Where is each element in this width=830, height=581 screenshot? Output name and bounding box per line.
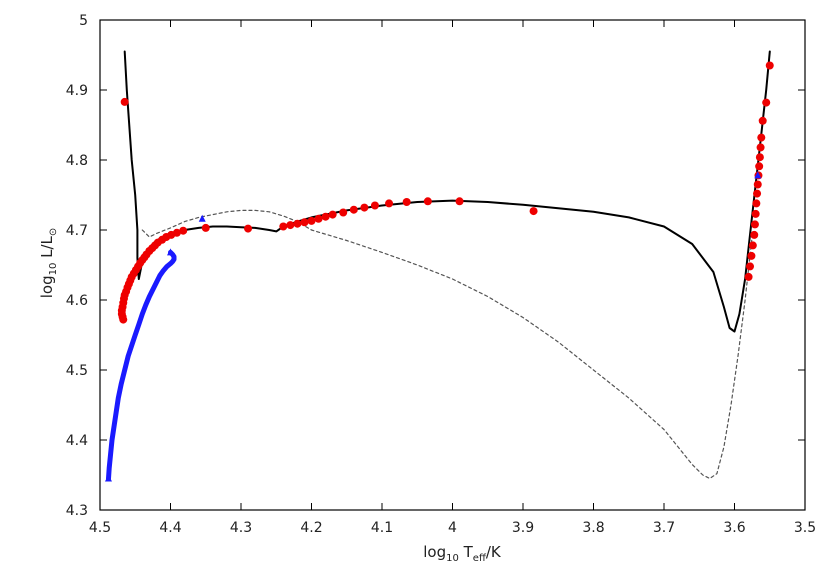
red-point <box>750 230 759 239</box>
series-group <box>106 50 771 481</box>
red-point <box>300 218 309 227</box>
red-point <box>286 221 295 230</box>
plot-frame <box>99 19 806 511</box>
red-point <box>753 180 762 189</box>
red-point <box>744 272 753 281</box>
red-point <box>750 220 759 229</box>
red-point <box>756 143 765 152</box>
blue-track-line <box>106 249 177 481</box>
blue-triangle-marker <box>754 171 762 179</box>
markers-group <box>104 61 774 482</box>
red-point <box>321 212 330 221</box>
red-point <box>179 226 188 235</box>
y-tick-label: 4.9 <box>66 83 88 99</box>
red-point <box>752 199 761 208</box>
dashed-track-line <box>141 209 753 480</box>
red-point <box>201 223 210 232</box>
red-point <box>747 251 756 260</box>
blue-triangle-marker <box>104 474 112 482</box>
y-tick-label: 4.5 <box>66 363 88 379</box>
x-tick-label: 3.5 <box>794 520 816 536</box>
red-point <box>244 224 253 233</box>
x-axis-label: log10 Teff/K <box>423 543 502 564</box>
red-point <box>762 98 771 107</box>
red-point <box>755 162 764 171</box>
red-point <box>746 262 755 271</box>
red-point <box>385 199 394 208</box>
red-point <box>349 205 358 214</box>
red-point <box>279 222 288 231</box>
x-tick-label: 4.2 <box>300 520 322 536</box>
x-tick-label: 4 <box>448 520 457 536</box>
red-point <box>758 116 767 125</box>
y-tick-label: 4.8 <box>66 153 88 169</box>
red-point <box>293 219 302 228</box>
solid-track-line <box>123 50 771 333</box>
red-point <box>765 61 774 70</box>
plot-border <box>99 19 806 511</box>
red-point <box>757 133 766 142</box>
red-point <box>755 153 764 162</box>
blue-triangle-marker <box>198 214 206 222</box>
red-point <box>423 197 432 206</box>
red-point <box>328 210 337 219</box>
red-point <box>455 197 464 206</box>
x-tick-label: 4.4 <box>159 520 181 536</box>
red-point <box>370 201 379 210</box>
red-point <box>529 207 538 216</box>
red-point <box>314 214 323 223</box>
axis-ticks: 4.5 4.4 4.3 4.2 4.1 4 3.9 3.8 3.7 3.6 3.5 4.3 4.4 4.5… <box>66 13 816 536</box>
red-point <box>748 241 757 250</box>
red-point <box>120 97 129 106</box>
x-tick-label: 4.3 <box>230 520 252 536</box>
red-point <box>307 216 316 225</box>
y-tick-label: 4.3 <box>66 503 88 519</box>
red-point <box>339 208 348 217</box>
y-axis-label: log10 L/L⊙ <box>38 228 59 299</box>
red-point <box>172 228 181 237</box>
red-point <box>753 189 762 198</box>
x-tick-label: 3.8 <box>582 520 604 536</box>
y-tick-label: 5 <box>79 13 88 29</box>
x-tick-label: 3.7 <box>653 520 675 536</box>
red-point <box>360 203 369 212</box>
x-tick-label: 3.6 <box>723 520 745 536</box>
y-tick-label: 4.4 <box>66 433 88 449</box>
red-point <box>402 198 411 206</box>
y-tick-label: 4.7 <box>66 223 88 239</box>
blue-triangle-marker <box>167 248 174 256</box>
x-tick-label: 4.5 <box>89 520 111 536</box>
x-tick-label: 4.1 <box>371 520 393 536</box>
y-tick-label: 4.6 <box>66 293 88 309</box>
x-tick-label: 3.9 <box>512 520 534 536</box>
red-point <box>751 209 760 218</box>
